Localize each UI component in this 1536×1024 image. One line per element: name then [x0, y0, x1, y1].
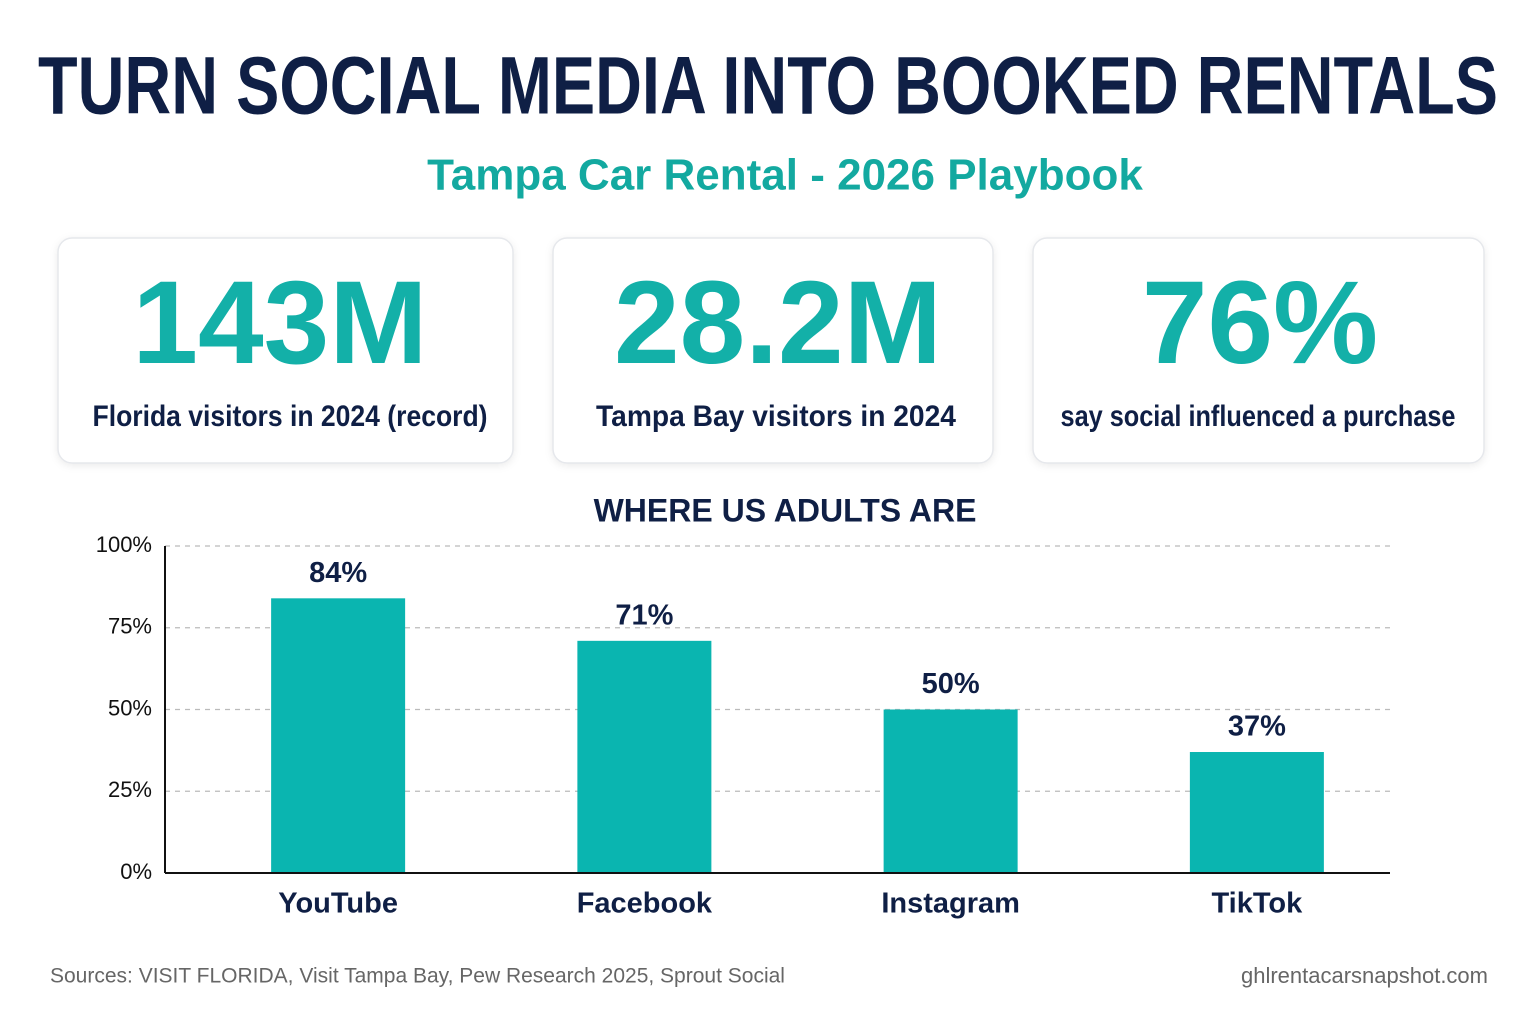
- y-tick-label: 50%: [108, 695, 152, 720]
- bar: [577, 640, 712, 873]
- y-tick-label: 0%: [120, 859, 152, 884]
- chart-title: WHERE US ADULTS ARE: [594, 492, 977, 528]
- x-tick-label: YouTube: [278, 888, 398, 920]
- sources: Sources: VISIT FLORIDA, Visit Tampa Bay,…: [50, 965, 785, 988]
- title: TURN SOCIAL MEDIA INTO BOOKED RENTALS: [38, 41, 1498, 132]
- site: ghlrentacarsnapshot.com: [1241, 963, 1488, 988]
- value-label: 37%: [1228, 711, 1286, 743]
- value-label: 50%: [922, 668, 980, 700]
- stat-label: Tampa Bay visitors in 2024: [596, 400, 956, 433]
- stat-value: 143M: [132, 257, 427, 389]
- value-label: 84%: [309, 557, 367, 589]
- y-tick-label: 100%: [96, 532, 152, 557]
- stat-label: Florida visitors in 2024 (record): [93, 400, 488, 433]
- stat-card: [552, 237, 994, 464]
- x-tick-label: TikTok: [1211, 888, 1303, 920]
- x-tick-label: Instagram: [881, 888, 1020, 920]
- stat-card: [1032, 237, 1485, 464]
- subtitle: Tampa Car Rental - 2026 Playbook: [427, 151, 1143, 200]
- stat-value: 28.2M: [614, 257, 942, 389]
- y-tick-label: 25%: [108, 777, 152, 802]
- value-label: 71%: [615, 599, 673, 631]
- bar: [1189, 752, 1324, 873]
- bar: [271, 598, 406, 873]
- stat-value: 76%: [1142, 257, 1378, 389]
- bar: [883, 709, 1018, 873]
- stat-label: say social influenced a purchase: [1061, 400, 1456, 433]
- x-tick-label: Facebook: [577, 888, 713, 920]
- stat-card: [57, 237, 514, 464]
- y-tick-label: 75%: [108, 614, 152, 639]
